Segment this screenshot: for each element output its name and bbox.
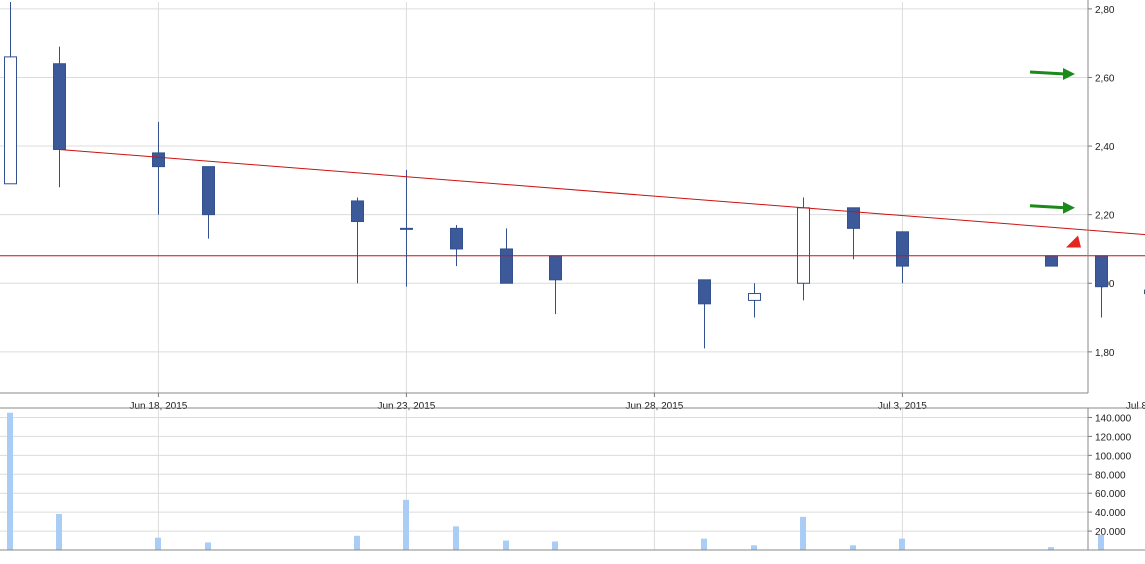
y-tick-label: 2,60: [1095, 73, 1115, 84]
volume-bar: [552, 541, 558, 550]
candle-body: [54, 64, 66, 150]
volume-tick-label: 100.000: [1095, 451, 1132, 462]
x-tick-label: Jun 23, 2015: [377, 401, 435, 412]
y-tick-label: 2,20: [1095, 211, 1115, 222]
volume-bar: [453, 526, 459, 550]
x-tick-label: Jun 18, 2015: [129, 401, 187, 412]
y-tick-label: 2,40: [1095, 142, 1115, 153]
x-tick-label: Jul 3, 2015: [878, 401, 927, 412]
volume-bar: [751, 545, 757, 550]
candle-body: [352, 201, 364, 222]
candle-body: [451, 228, 463, 249]
candle-body: [203, 167, 215, 215]
volume-bar: [205, 542, 211, 550]
candle-body: [1046, 256, 1058, 266]
candle-body: [1096, 256, 1108, 287]
x-tick-label: Jun 28, 2015: [625, 401, 683, 412]
candle-body: [798, 208, 810, 283]
x-tick-label: Jul 8, 2015: [1126, 401, 1145, 412]
candle-body: [848, 208, 860, 229]
green-arrow-shaft: [1030, 206, 1065, 208]
green-arrow-shaft: [1030, 72, 1065, 74]
volume-bar: [800, 517, 806, 550]
candle-body: [5, 57, 17, 184]
y-tick-label: 2,80: [1095, 5, 1115, 16]
candle-body: [153, 153, 165, 167]
volume-tick-label: 40.000: [1095, 508, 1126, 519]
volume-bar: [7, 413, 13, 550]
volume-bar: [56, 514, 62, 550]
volume-bar: [503, 541, 509, 550]
volume-tick-label: 80.000: [1095, 470, 1126, 481]
volume-bar: [701, 539, 707, 550]
volume-tick-label: 140.000: [1095, 413, 1132, 424]
volume-bar: [354, 536, 360, 550]
y-tick-label: 1,80: [1095, 348, 1115, 359]
candle-body: [401, 228, 413, 229]
volume-tick-label: 120.000: [1095, 432, 1132, 443]
candle-body: [897, 232, 909, 266]
price-plot-area: [0, 2, 1088, 393]
candle-body: [749, 294, 761, 301]
volume-bar: [155, 538, 161, 550]
candle-body: [501, 249, 513, 283]
volume-bar: [403, 500, 409, 550]
volume-bar: [850, 545, 856, 550]
volume-bar: [899, 539, 905, 550]
volume-bar: [1098, 535, 1104, 550]
volume-tick-label: 60.000: [1095, 489, 1126, 500]
candle-body: [550, 256, 562, 280]
candle-body: [699, 280, 711, 304]
